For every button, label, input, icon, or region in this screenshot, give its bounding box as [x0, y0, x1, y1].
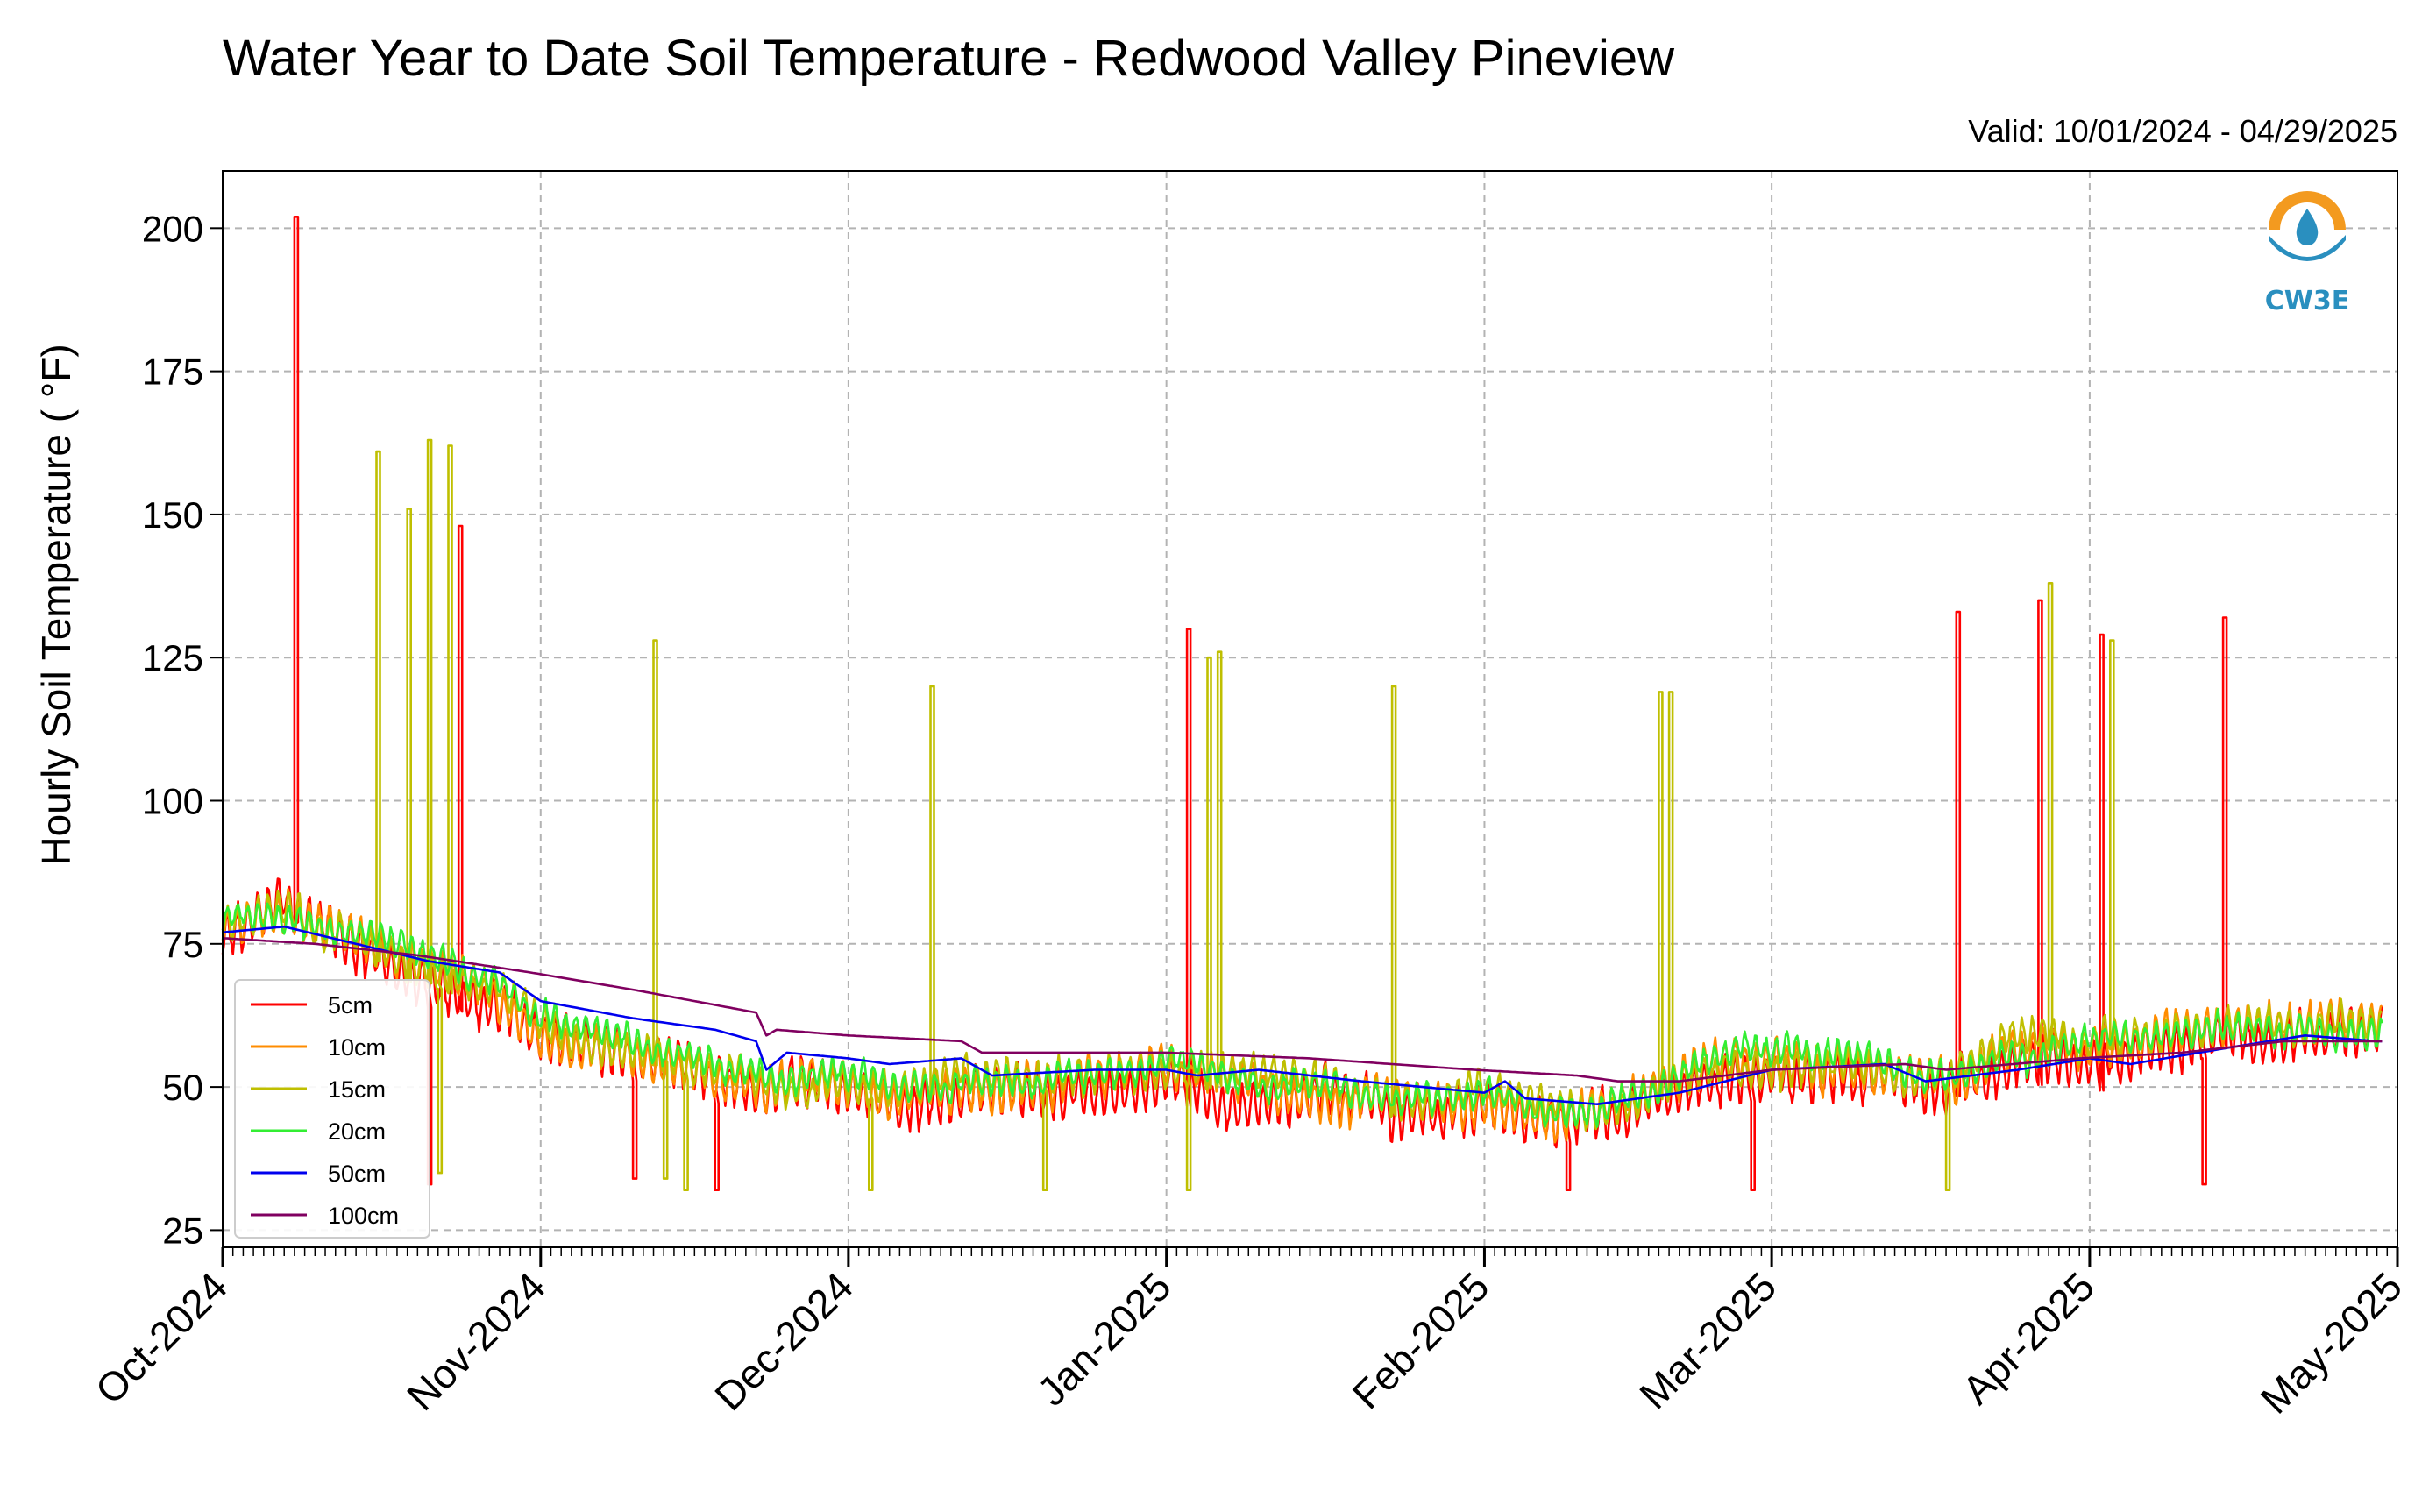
plot-frame [222, 170, 2398, 1248]
chart-title: Water Year to Date Soil Temperature - Re… [223, 30, 1675, 87]
x-tick-label: Mar-2025 [1630, 1263, 1785, 1417]
logo-text: CW3E [2265, 286, 2349, 316]
y-tick-label: 150 [142, 494, 203, 536]
x-tick-label: Dec-2024 [706, 1263, 862, 1419]
cw3e-logo: CW3E [2265, 191, 2349, 316]
x-tick-label: Feb-2025 [1344, 1263, 1498, 1417]
y-tick-label: 125 [142, 637, 203, 678]
legend: 5cm 10cm 15cm 20cm 50cm 100cm [234, 979, 430, 1239]
y-tick-label: 75 [162, 924, 203, 965]
x-tick-label: Apr-2025 [1953, 1263, 2103, 1413]
series-line-20cm [221, 902, 2383, 1129]
y-tick-label: 175 [142, 351, 203, 393]
x-tick-label: May-2025 [2252, 1263, 2411, 1422]
legend-label-50cm: 50cm [328, 1161, 386, 1187]
grid-lines [222, 171, 2398, 1247]
legend-box [234, 979, 430, 1239]
series-line-50cm [222, 925, 2383, 1105]
series-line-100cm [222, 937, 2383, 1083]
legend-label-5cm: 5cm [328, 992, 373, 1019]
y-tick-label: 100 [142, 781, 203, 822]
valid-date-range: Valid: 10/01/2024 - 04/29/2025 [1968, 113, 2397, 149]
x-tick-label: Oct-2024 [87, 1263, 237, 1413]
y-tick-label: 50 [162, 1067, 203, 1108]
axes: 25 50 75 100 125 150 175 200 Oct-2024 Nov-2024 Dec… [87, 208, 2411, 1422]
legend-label-20cm: 20cm [328, 1118, 386, 1145]
y-axis-label: Hourly Soil Temperature ( °F) [33, 344, 79, 865]
x-tick-label: Nov-2024 [398, 1263, 554, 1419]
y-tick-label: 200 [142, 208, 203, 249]
series-lines [221, 216, 2383, 1191]
legend-label-10cm: 10cm [328, 1034, 386, 1061]
y-tick-label: 25 [162, 1210, 203, 1251]
x-tick-label: Jan-2025 [1028, 1263, 1179, 1414]
series-line-10cm [221, 888, 2383, 1144]
legend-label-15cm: 15cm [328, 1076, 386, 1103]
legend-label-100cm: 100cm [328, 1203, 399, 1229]
water-drop-icon [2267, 191, 2347, 270]
